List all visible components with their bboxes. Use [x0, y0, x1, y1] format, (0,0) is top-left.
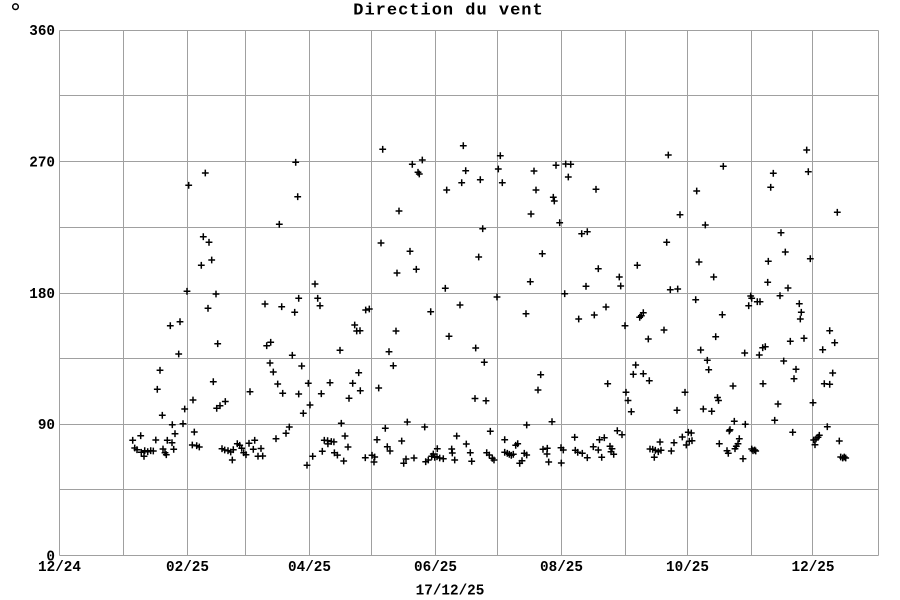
svg-text:10/25: 10/25: [666, 560, 709, 576]
svg-text:360: 360: [29, 24, 55, 40]
svg-text:0: 0: [46, 550, 55, 566]
svg-text:12/25: 12/25: [792, 560, 835, 576]
svg-text:270: 270: [29, 155, 55, 171]
svg-text:06/25: 06/25: [414, 560, 457, 576]
svg-text:02/25: 02/25: [166, 560, 209, 576]
svg-text:12/24: 12/24: [38, 560, 81, 576]
svg-text:Direction du vent: Direction du vent: [353, 2, 543, 21]
svg-text:90: 90: [38, 418, 55, 434]
svg-text:08/25: 08/25: [540, 560, 583, 576]
svg-text:17/12/25: 17/12/25: [416, 584, 485, 600]
svg-text:180: 180: [29, 287, 55, 303]
svg-text:04/25: 04/25: [288, 560, 331, 576]
